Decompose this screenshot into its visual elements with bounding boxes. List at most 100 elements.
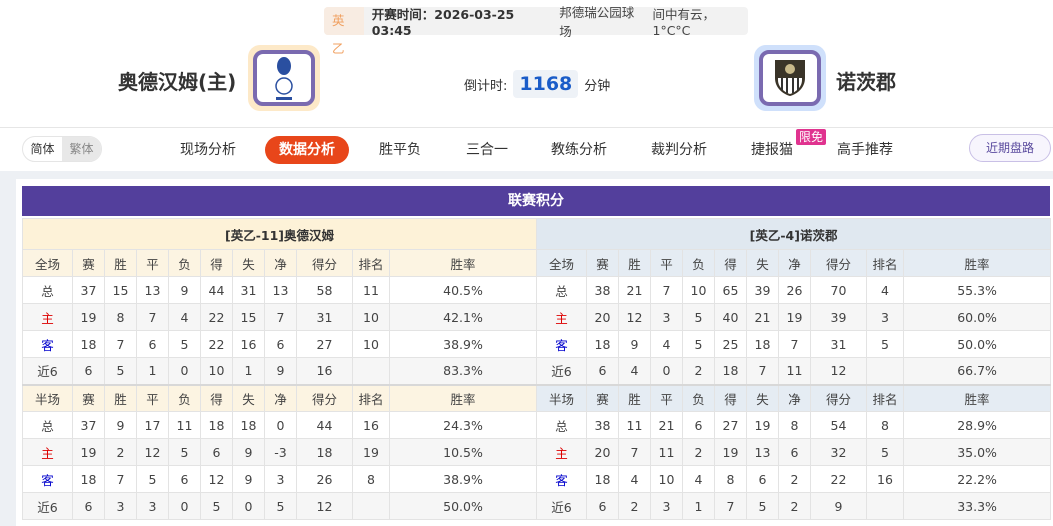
league-tag[interactable]: 英乙: [324, 7, 364, 56]
column-header: 净: [778, 383, 811, 412]
column-header: 胜: [618, 383, 651, 412]
section-label: 全场: [22, 249, 73, 277]
stat-cell: 3: [866, 303, 904, 331]
column-header: 排名: [352, 383, 390, 412]
stat-cell: 22: [810, 465, 867, 493]
stat-cell: 15: [104, 276, 137, 304]
stat-cell: 5: [136, 465, 169, 493]
section-label: 全场: [536, 249, 587, 277]
stat-cell: 6: [200, 438, 233, 466]
table-row: 客 18 4 10 4 8 6 2 22 16 22.2%: [536, 465, 1052, 493]
stat-cell: 40: [714, 303, 747, 331]
stat-cell: 33.3%: [902, 492, 1052, 520]
stat-cell: 19: [714, 438, 747, 466]
stat-cell: [352, 492, 390, 520]
stat-cell: 12: [296, 492, 353, 520]
column-header: 胜率: [902, 249, 1052, 277]
stat-cell: 2: [618, 492, 651, 520]
column-header: 失: [232, 249, 265, 277]
stat-cell: 11: [352, 276, 390, 304]
row-label: 总: [22, 411, 73, 439]
stat-cell: 5: [200, 492, 233, 520]
language-toggle[interactable]: 简体 繁体: [22, 136, 102, 162]
stat-cell: 18: [72, 465, 105, 493]
row-label: 总: [22, 276, 73, 304]
tab-onsite-analysis[interactable]: 现场分析: [180, 142, 236, 158]
column-header: 得分: [296, 383, 353, 412]
column-header: 胜率: [902, 383, 1052, 412]
stat-cell: 5: [168, 438, 201, 466]
venue: 邦德瑞公园球场: [559, 5, 635, 39]
table-row: 客 18 7 5 6 12 9 3 26 8 38.9%: [22, 465, 538, 493]
column-header: 赛: [586, 249, 619, 277]
stat-cell: 20: [586, 438, 619, 466]
stat-cell: 54: [810, 411, 867, 439]
tab-win-draw-loss[interactable]: 胜平负: [379, 142, 421, 158]
stat-cell: 6: [136, 330, 169, 358]
nav-bar: 简体 繁体 现场分析 数据分析 胜平负 三合一 教练分析 裁判分析 捷报猫 限免…: [0, 127, 1053, 170]
row-label: 总: [536, 411, 587, 439]
stat-cell: 39: [746, 276, 779, 304]
stat-cell: 19: [72, 438, 105, 466]
stat-cell: 21: [650, 411, 683, 439]
tab-jiebaomao[interactable]: 捷报猫: [751, 142, 793, 158]
stat-cell: 7: [264, 303, 297, 331]
tab-three-in-one[interactable]: 三合一: [466, 142, 508, 158]
stat-cell: 0: [168, 357, 201, 385]
row-label: 近6: [22, 492, 73, 520]
stat-cell: 4: [168, 303, 201, 331]
stat-cell: 18: [586, 465, 619, 493]
stat-cell: 1: [682, 492, 715, 520]
tab-expert-picks[interactable]: 高手推荐: [837, 142, 893, 158]
stat-cell: 22: [200, 303, 233, 331]
column-header: 失: [746, 383, 779, 412]
column-header: 失: [232, 383, 265, 412]
stat-cell: 9: [810, 492, 867, 520]
stat-cell: [866, 492, 904, 520]
stat-cell: 17: [136, 411, 169, 439]
stat-cell: 8: [866, 411, 904, 439]
table-row: 总 37 15 13 9 44 31 13 58 11 40.5%: [22, 276, 538, 304]
table-row: 总 38 11 21 6 27 19 8 54 8 28.9%: [536, 411, 1052, 439]
stat-cell: 11: [778, 357, 811, 385]
home-team-logo[interactable]: [248, 45, 320, 111]
recent-handicap-button[interactable]: 近期盘路: [969, 134, 1051, 162]
team-table-title: [英乙-4]诺茨郡: [535, 218, 1052, 250]
tab-data-analysis[interactable]: 数据分析: [265, 136, 349, 164]
table-row: 主 19 8 7 4 22 15 7 31 10 42.1%: [22, 303, 538, 331]
stat-cell: [866, 357, 904, 385]
tab-referee-analysis[interactable]: 裁判分析: [651, 142, 707, 158]
stat-cell: 40.5%: [388, 276, 538, 304]
stat-cell: 6: [778, 438, 811, 466]
match-info-bar: 英乙 开赛时间：2026-03-25 03:45 邦德瑞公园球场 间中有云，1°…: [324, 5, 748, 56]
magpie-crest-icon: [775, 60, 805, 96]
stat-cell: 22.2%: [902, 465, 1052, 493]
stat-cell: 13: [136, 276, 169, 304]
column-header: 平: [650, 249, 683, 277]
column-header: 赛: [72, 383, 105, 412]
away-team-name[interactable]: 诺茨郡: [836, 70, 896, 94]
stat-cell: 1: [232, 357, 265, 385]
countdown-label: 倒计时:: [464, 78, 508, 94]
stat-cell: 60.0%: [902, 303, 1052, 331]
stat-cell: 5: [168, 330, 201, 358]
stat-cell: 7: [136, 303, 169, 331]
stat-cell: 10: [352, 330, 390, 358]
away-team-logo[interactable]: [754, 45, 826, 111]
stat-cell: 9: [168, 276, 201, 304]
stat-cell: 5: [682, 303, 715, 331]
stat-cell: 2: [778, 465, 811, 493]
away-standings-table: [英乙-4]诺茨郡 全场赛胜平负得失净得分 排名 胜率总 38 21 7 10 65 39 26 70…: [535, 218, 1052, 520]
stat-cell: 5: [866, 438, 904, 466]
column-header: 得分: [296, 249, 353, 277]
tab-coach-analysis[interactable]: 教练分析: [551, 142, 607, 158]
lang-traditional[interactable]: 繁体: [62, 137, 101, 161]
stat-cell: 44: [296, 411, 353, 439]
stat-cell: 12: [136, 438, 169, 466]
stat-cell: 6: [72, 492, 105, 520]
lang-simplified[interactable]: 简体: [30, 142, 55, 156]
home-team-name[interactable]: 奥德汉姆(主): [118, 70, 237, 94]
column-header: 净: [778, 249, 811, 277]
table-row: 总 38 21 7 10 65 39 26 70 4 55.3%: [536, 276, 1052, 304]
stat-cell: 10: [650, 465, 683, 493]
